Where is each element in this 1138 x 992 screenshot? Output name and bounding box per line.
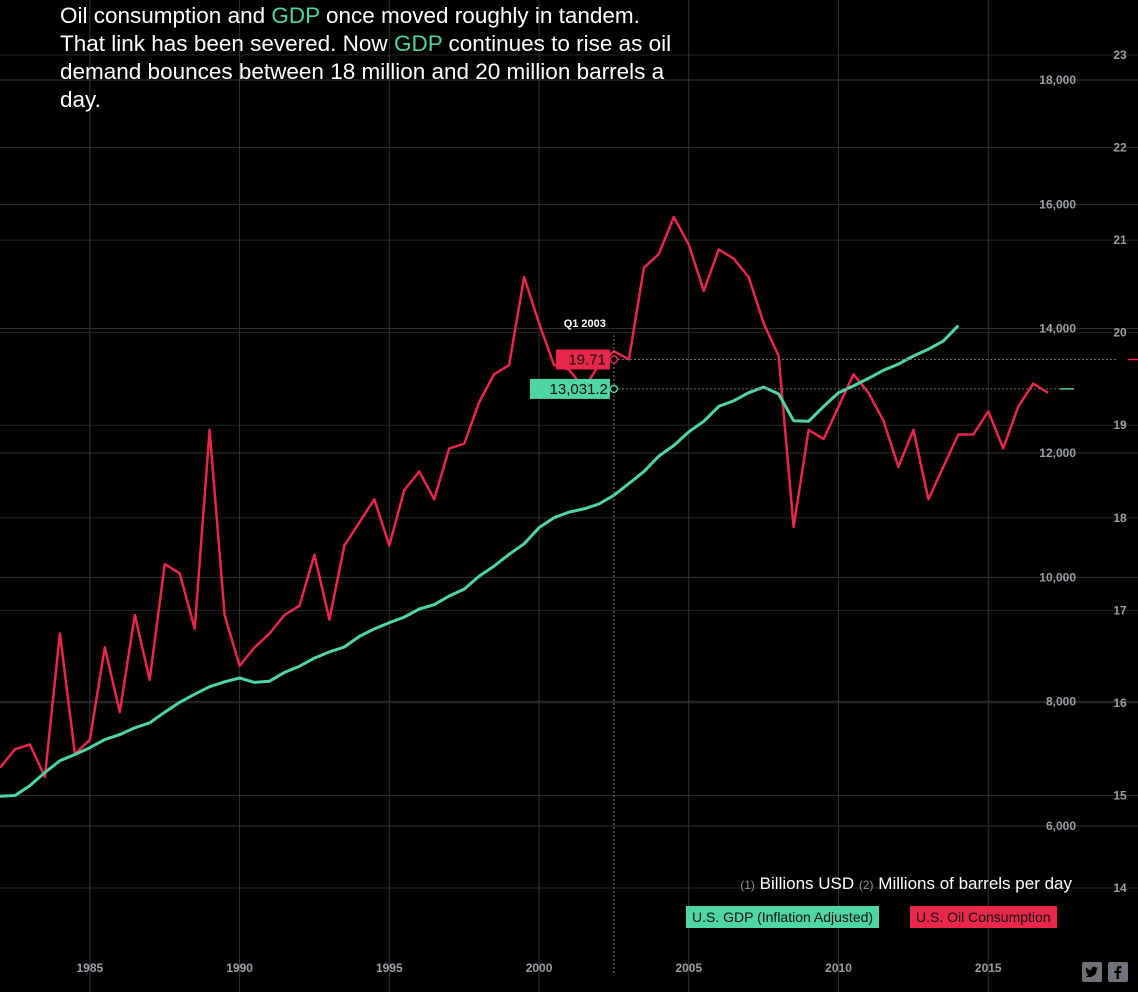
oil-tick-label-0: 14 <box>1113 881 1127 895</box>
gdp-tick-label-3: 12,000 <box>1039 446 1076 460</box>
oil-series-line[interactable] <box>0 217 1048 777</box>
oil-tick-label-2: 16 <box>1113 696 1127 710</box>
series-lines <box>0 217 1048 796</box>
oil-tick-label-7: 21 <box>1113 233 1127 247</box>
unit-label-oil: Millions of barrels per day <box>878 874 1072 893</box>
tooltip-oil-marker <box>610 356 617 363</box>
gdp-tick-label-2: 10,000 <box>1039 570 1076 584</box>
twitter-bird-glyph <box>1082 962 1102 982</box>
headline: Oil consumption and GDP once moved rough… <box>60 2 680 114</box>
gdp-tick-label-5: 16,000 <box>1039 197 1076 211</box>
year-tick-label-1995: 1995 <box>376 961 403 975</box>
year-tick-label-2005: 2005 <box>675 961 702 975</box>
legend-gdp[interactable]: U.S. GDP (Inflation Adjusted) <box>686 906 879 928</box>
twitter-icon[interactable] <box>1082 962 1102 982</box>
oil-tick-label-1: 15 <box>1113 788 1127 802</box>
year-tick-label-1985: 1985 <box>76 961 103 975</box>
legend-oil[interactable]: U.S. Oil Consumption <box>910 906 1057 928</box>
gdp-tick-label-0: 6,000 <box>1046 819 1076 833</box>
oil-tick-label-6: 20 <box>1113 326 1127 340</box>
oil-tick-label-8: 22 <box>1113 141 1127 155</box>
oil-tick-label-4: 18 <box>1113 511 1127 525</box>
tooltip-gdp-marker <box>610 385 617 392</box>
tooltip-gdp-value: 13,031.2 <box>550 381 608 398</box>
line-chart: 6,000 8,000 10,000 12,000 14,000 16,000 18,000… <box>0 0 1138 992</box>
year-tick-label-2015: 2015 <box>975 961 1002 975</box>
facebook-icon[interactable] <box>1108 962 1128 982</box>
headline-gdp-2: GDP <box>394 31 442 56</box>
tooltip-oil-value: 19.71 <box>568 352 606 369</box>
axis-units: (1) Billions USD (2) Millions of barrels… <box>740 874 1072 894</box>
tooltip-period: Q1 2003 <box>564 318 606 330</box>
grid-lines <box>0 0 1138 992</box>
year-tick-label-2010: 2010 <box>825 961 852 975</box>
year-tick-label-2000: 2000 <box>526 961 553 975</box>
gdp-axis-ticks: 6,000 8,000 10,000 12,000 14,000 16,000 18,000 <box>1039 73 1076 833</box>
gdp-tick-label-4: 14,000 <box>1039 322 1076 336</box>
year-axis-ticks: 1985 1990 1995 2000 2005 2010 2015 <box>76 961 1001 975</box>
oil-tick-label-3: 17 <box>1113 603 1127 617</box>
headline-text-1: Oil consumption and <box>60 3 271 28</box>
gdp-tick-label-6: 18,000 <box>1039 73 1076 87</box>
headline-gdp-1: GDP <box>271 3 319 28</box>
oil-tick-label-5: 19 <box>1113 418 1127 432</box>
unit-label-gdp: Billions USD <box>760 874 854 893</box>
facebook-f-glyph <box>1108 962 1128 982</box>
gdp-tick-label-1: 8,000 <box>1046 695 1076 709</box>
unit-index-1: (1) <box>740 878 755 892</box>
oil-tick-label-9: 23 <box>1113 48 1127 62</box>
gdp-series-line[interactable] <box>0 326 958 797</box>
unit-index-2: (2) <box>859 878 874 892</box>
year-tick-label-1990: 1990 <box>226 961 253 975</box>
oil-axis-ticks: 14 15 16 17 18 19 20 21 22 23 <box>1113 48 1127 895</box>
